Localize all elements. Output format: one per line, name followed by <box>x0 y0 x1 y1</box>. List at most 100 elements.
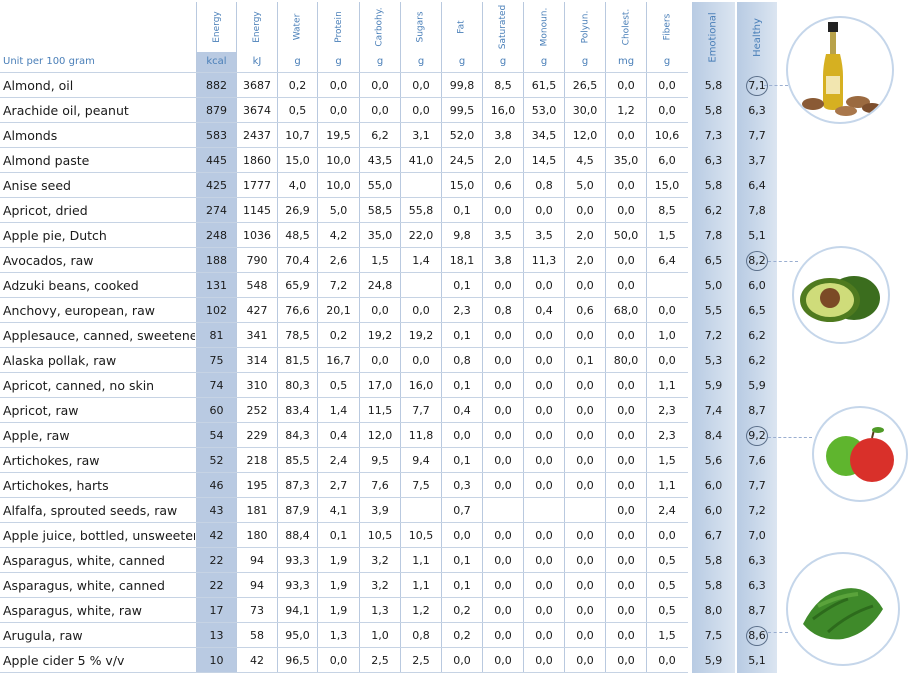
column-header-label: Protein <box>333 11 344 43</box>
table-cell: 882 <box>206 79 227 92</box>
table-row: Asparagus, white, canned 22 94 93,3 1,9 3,2 1,… <box>0 573 780 598</box>
column-header-label: Healthy <box>751 17 763 57</box>
table-cell: 4,2 <box>329 229 348 242</box>
table-cell: 0,0 <box>576 604 594 617</box>
table-row: Anchovy, european, raw 102 427 76,6 20,1 0,0 0… <box>0 298 780 323</box>
table-cell: 99,5 <box>449 104 475 117</box>
table-cell: 55,0 <box>367 179 393 192</box>
table-cell: 7,5 <box>412 479 430 492</box>
table-row: Apple juice, bottled, unsweetened 42 180 88… <box>0 523 780 548</box>
table-cell: 1777 <box>243 179 271 192</box>
column-header-label: Emotional <box>708 11 719 63</box>
table-cell: 1,5 <box>371 254 389 267</box>
table-cell: 0,0 <box>412 304 430 317</box>
table-cell: 0,0 <box>535 454 553 467</box>
table-cell <box>401 498 441 523</box>
healthy-score-circle <box>746 626 768 646</box>
table-cell: 2,5 <box>412 654 430 667</box>
table-cell: 0,4 <box>453 404 471 417</box>
table-cell: 13 <box>209 629 224 642</box>
table-cell: 0,0 <box>494 204 512 217</box>
column-unit: g <box>663 56 671 67</box>
table-cell: 19,5 <box>326 129 351 142</box>
row-divider <box>0 472 688 473</box>
table-cell: 2,0 <box>494 154 512 167</box>
table-cell: 95,0 <box>285 629 310 642</box>
column-header-label: Energy <box>251 11 262 43</box>
table-row: Apricot, dried 274 1145 26,9 5,0 58,5 55,8 0,1 0… <box>0 198 780 223</box>
table-row: Almond paste 445 1860 15,0 10,0 43,5 41,0 24,5 2… <box>0 148 780 173</box>
table-cell: 0,0 <box>453 529 471 542</box>
table-cell: 0,0 <box>535 204 553 217</box>
column-header-label: Monoun. <box>538 7 549 47</box>
table-cell: 0,0 <box>494 379 512 392</box>
table-cell: 15,0 <box>654 179 680 192</box>
table-cell: 15,0 <box>285 154 310 167</box>
table-cell: 1036 <box>243 229 271 242</box>
row-divider <box>0 322 688 323</box>
column-header: Healthy <box>737 2 777 72</box>
table-cell: 88,4 <box>285 529 310 542</box>
table-cell: 3,8 <box>494 129 512 142</box>
table-cell: 0,0 <box>617 254 635 267</box>
column-unit: kcal <box>206 56 227 67</box>
row-divider <box>0 172 688 173</box>
food-name: Artichokes, harts <box>3 478 109 493</box>
table-cell: 6,2 <box>704 204 723 217</box>
row-divider <box>0 147 688 148</box>
table-cell: 1,9 <box>329 554 348 567</box>
food-name: Anchovy, european, raw <box>3 303 155 318</box>
table-row: Arugula, raw 13 58 95,0 1,3 1,0 0,8 0,2 0,0 0,0 0,… <box>0 623 780 648</box>
table-cell: 1,3 <box>371 604 389 617</box>
column-unit: g <box>581 56 589 67</box>
table-cell: 7,3 <box>704 129 723 142</box>
table-cell: 0,0 <box>576 454 594 467</box>
table-cell: 0,0 <box>535 629 553 642</box>
table-row: Apple cider 5 % v/v 10 42 96,5 0,0 2,5 2,5 0,0 0… <box>0 648 780 673</box>
table-cell: 0,0 <box>617 629 635 642</box>
table-cell: 5,1 <box>748 654 766 667</box>
table-cell: 1,9 <box>329 579 348 592</box>
food-name: Apricot, canned, no skin <box>3 378 155 393</box>
row-divider <box>0 497 688 498</box>
table-cell: 6,0 <box>704 504 723 517</box>
table-cell: 0,0 <box>535 329 553 342</box>
table-cell: 74 <box>209 379 224 392</box>
column-header: Sugars <box>401 2 441 52</box>
table-cell: 0,0 <box>576 329 594 342</box>
table-cell: 0,5 <box>658 579 676 592</box>
table-cell: 68,0 <box>613 304 639 317</box>
table-cell: 7,2 <box>748 504 766 517</box>
table-row: Apple, raw 54 229 84,3 0,4 12,0 11,8 0,0 0,0 0,0 0… <box>0 423 780 448</box>
table-cell: 0,0 <box>329 654 348 667</box>
table-cell: 7,0 <box>748 529 766 542</box>
food-name: Apricot, dried <box>3 203 88 218</box>
healthy-column-band <box>737 2 777 673</box>
table-cell: 1,1 <box>412 579 430 592</box>
table-cell: 0,0 <box>371 79 389 92</box>
table-cell: 12,0 <box>367 429 393 442</box>
table-cell: 252 <box>246 404 268 417</box>
table-cell: 0,0 <box>494 554 512 567</box>
table-cell <box>401 273 441 298</box>
table-cell: 46 <box>209 479 224 492</box>
table-cell: 0,0 <box>617 404 635 417</box>
photo-connector <box>764 85 788 86</box>
table-cell: 0,0 <box>576 429 594 442</box>
table-cell: 0,0 <box>617 204 635 217</box>
table-cell: 52 <box>209 454 224 467</box>
table-cell: 50,0 <box>613 229 639 242</box>
table-cell: 1,1 <box>658 379 676 392</box>
table-cell: 8,4 <box>704 429 723 442</box>
table-cell: 0,8 <box>535 179 553 192</box>
table-cell: 0,1 <box>453 554 471 567</box>
table-cell: 102 <box>206 304 227 317</box>
table-cell: 1,4 <box>412 254 430 267</box>
table-cell: 0,8 <box>412 629 430 642</box>
column-divider <box>400 2 401 673</box>
food-name: Asparagus, white, canned <box>3 578 165 593</box>
table-cell: 7,8 <box>704 229 723 242</box>
table-cell: 0,0 <box>494 579 512 592</box>
table-row: Adzuki beans, cooked 131 548 65,9 7,2 24,8 0,1… <box>0 273 780 298</box>
table-cell: 19,2 <box>367 329 393 342</box>
